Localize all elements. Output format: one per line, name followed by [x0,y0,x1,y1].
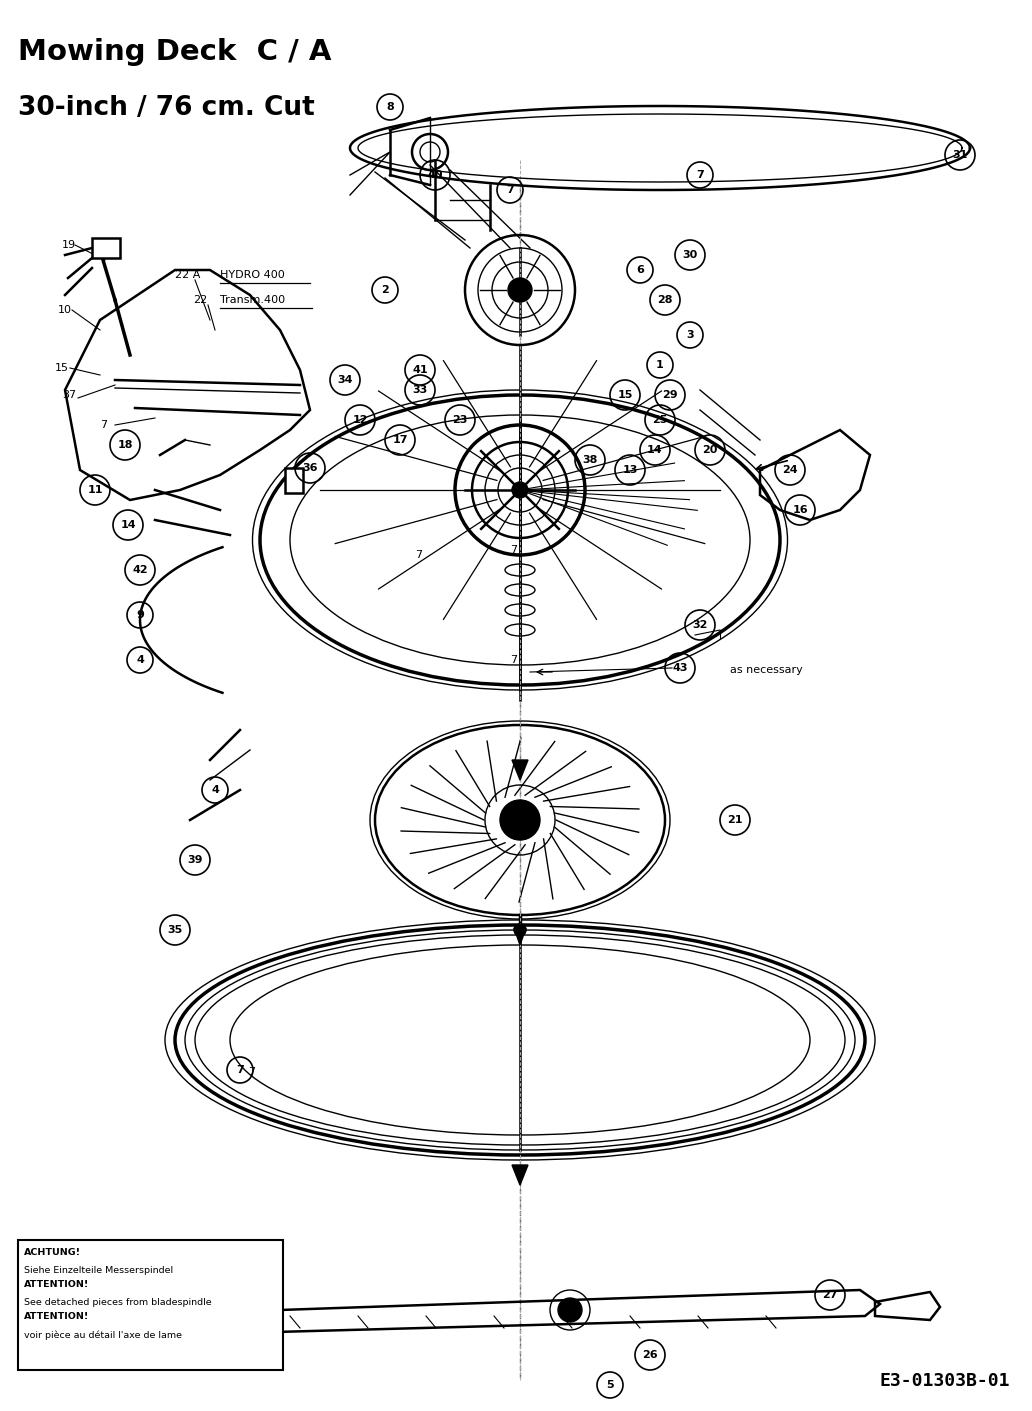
Text: 9: 9 [136,610,143,619]
Text: 4: 4 [212,785,219,794]
Text: 22 A: 22 A [175,270,200,279]
Text: E3-01303B-01: E3-01303B-01 [879,1371,1010,1390]
Text: 19: 19 [62,240,76,250]
Text: 17: 17 [392,435,408,444]
Text: 36: 36 [302,463,318,473]
Text: 5: 5 [606,1380,614,1390]
Polygon shape [512,1165,528,1185]
Text: voir pièce au détail l'axe de lame: voir pièce au détail l'axe de lame [24,1331,182,1339]
Text: 3: 3 [686,330,694,340]
Text: 7: 7 [510,655,517,665]
Text: 14: 14 [647,444,663,454]
Circle shape [508,278,533,302]
Circle shape [512,483,528,498]
Text: 7: 7 [510,545,517,555]
Circle shape [499,800,540,840]
Polygon shape [512,761,528,780]
Text: 35: 35 [167,926,183,935]
Text: ATTENTION!: ATTENTION! [24,1312,89,1321]
Text: 26: 26 [642,1350,657,1360]
Text: 25: 25 [652,415,668,425]
Circle shape [558,1298,582,1322]
Text: HYDRO 400: HYDRO 400 [220,270,285,279]
Text: Transm.400: Transm.400 [220,295,285,305]
Text: 4: 4 [136,655,143,665]
Circle shape [514,924,526,935]
Text: 24: 24 [782,466,798,476]
FancyBboxPatch shape [92,238,120,258]
Text: ACHTUNG!: ACHTUNG! [24,1247,80,1257]
Text: See detached pieces from bladespindle: See detached pieces from bladespindle [24,1298,212,1307]
Text: 34: 34 [337,375,353,385]
Text: 11: 11 [88,485,103,495]
Text: 33: 33 [413,385,427,395]
FancyBboxPatch shape [285,468,303,492]
Text: 2: 2 [381,285,389,295]
Text: 37: 37 [62,389,76,399]
Text: 7: 7 [248,1067,255,1077]
Text: 30-inch / 76 cm. Cut: 30-inch / 76 cm. Cut [18,95,315,121]
Polygon shape [514,928,526,945]
Text: 7: 7 [506,185,514,195]
Text: 8: 8 [386,102,394,111]
Text: 27: 27 [823,1290,838,1300]
Text: 10: 10 [58,305,72,315]
Text: 22: 22 [193,295,207,305]
Text: 42: 42 [132,564,148,576]
Text: 29: 29 [663,389,678,399]
FancyBboxPatch shape [18,1240,283,1370]
Text: 23: 23 [452,415,467,425]
Text: as necessary: as necessary [730,665,803,674]
Text: 7: 7 [236,1065,244,1075]
Text: 43: 43 [672,663,687,673]
Text: 12: 12 [352,415,367,425]
Text: 38: 38 [582,454,598,466]
Text: Mowing Deck  C / A: Mowing Deck C / A [18,38,331,66]
Text: 13: 13 [622,466,638,476]
Text: 7: 7 [100,420,107,430]
Text: 28: 28 [657,295,673,305]
Text: ATTENTION!: ATTENTION! [24,1280,89,1290]
Text: 39: 39 [187,855,202,865]
Text: 16: 16 [793,505,808,515]
Text: 40: 40 [427,169,443,181]
Text: 31: 31 [953,150,968,159]
Text: Siehe Einzelteile Messerspindel: Siehe Einzelteile Messerspindel [24,1266,173,1276]
Text: 6: 6 [636,265,644,275]
Text: 20: 20 [703,444,717,454]
Text: 7: 7 [697,169,704,181]
Text: 7: 7 [415,550,422,560]
Text: 15: 15 [617,389,633,399]
Text: 21: 21 [728,816,743,825]
Text: 30: 30 [682,250,698,260]
Text: 32: 32 [692,619,708,629]
Text: 18: 18 [118,440,133,450]
Text: 41: 41 [412,365,428,375]
Text: 15: 15 [55,363,69,373]
Text: 14: 14 [120,521,136,531]
Text: 1: 1 [656,360,664,370]
